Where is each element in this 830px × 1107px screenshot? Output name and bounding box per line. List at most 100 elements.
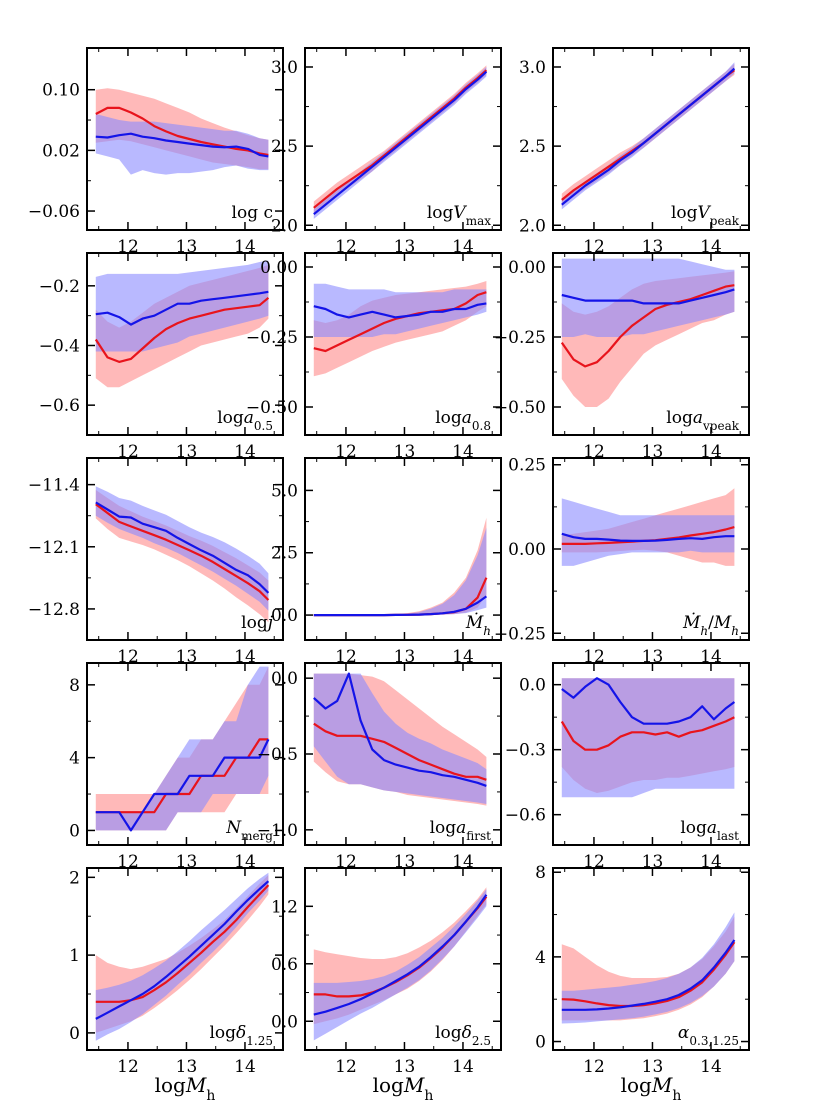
y-tick-label: −0.5 bbox=[257, 745, 298, 765]
y-tick-label: 3.0 bbox=[271, 58, 298, 78]
panel-label-part: 1.25 bbox=[246, 1034, 273, 1048]
y-tick-label: 0 bbox=[69, 1024, 80, 1044]
blue-line bbox=[313, 595, 488, 617]
panel-label: loga0.8 bbox=[435, 408, 491, 433]
panel-label-part: a bbox=[707, 818, 717, 838]
axes-frame bbox=[552, 47, 750, 231]
axes-frame bbox=[86, 47, 284, 231]
y-tick-label: 0.00 bbox=[508, 258, 546, 278]
panel-label-part: j bbox=[264, 613, 274, 633]
red-line bbox=[561, 941, 736, 1008]
panel-label: logalast bbox=[680, 818, 739, 843]
axes-frame bbox=[86, 662, 284, 846]
red-line bbox=[560, 284, 735, 368]
panel-label-part: last bbox=[717, 829, 739, 843]
panel-14: 12 13 14 0.0 0.6 1.2 logδ2.5 bbox=[271, 867, 502, 1077]
x-tick-label: 13 bbox=[394, 1057, 416, 1077]
y-tick-label: 2 bbox=[69, 868, 80, 888]
panel-label-part: log bbox=[435, 408, 462, 428]
plot-area bbox=[95, 88, 269, 175]
panel-label-part: h bbox=[700, 624, 708, 638]
y-tick-label: −0.25 bbox=[246, 328, 298, 348]
blue-band bbox=[95, 260, 269, 352]
y-tick-label: −0.06 bbox=[28, 202, 80, 222]
panel-label: logVmax bbox=[427, 203, 491, 228]
axes-frame bbox=[86, 252, 284, 436]
plot-area bbox=[560, 677, 736, 798]
panel-label: logavpeak bbox=[666, 408, 739, 433]
x-axis-label: logMh bbox=[155, 1073, 216, 1104]
red-line bbox=[95, 884, 270, 1003]
blue-line bbox=[95, 290, 269, 326]
panel-label-part: log bbox=[430, 818, 457, 838]
blue-line bbox=[313, 894, 488, 1016]
plot-area bbox=[313, 281, 487, 377]
axes-frame bbox=[304, 47, 502, 231]
blue-line bbox=[561, 288, 735, 305]
panel-label: log c bbox=[232, 203, 273, 223]
y-tick-label: 0.6 bbox=[271, 955, 298, 975]
x-axis-labels: logMh logMh logMh bbox=[155, 1073, 682, 1104]
red-line bbox=[313, 69, 488, 209]
blue-band bbox=[313, 283, 487, 337]
panel-label-part: / bbox=[708, 613, 714, 633]
axes-frame bbox=[552, 867, 750, 1051]
x-axis-label-sub: h bbox=[206, 1088, 215, 1104]
blue-band bbox=[561, 498, 735, 566]
axes-frame bbox=[304, 457, 502, 641]
axes-frame bbox=[86, 867, 284, 1051]
panel-label: logVpeak bbox=[671, 203, 740, 228]
panel-label-part: vpeak bbox=[702, 419, 740, 433]
blue-band bbox=[95, 486, 269, 611]
y-tick-label: 0.25 bbox=[508, 456, 546, 476]
x-axis-label: logMh bbox=[621, 1073, 682, 1104]
plot-area bbox=[561, 488, 735, 566]
panel-label-part: max bbox=[466, 214, 492, 228]
y-tick-label: 0.0 bbox=[519, 676, 546, 696]
panel-label-part: a bbox=[693, 408, 703, 428]
plot-area bbox=[561, 62, 736, 210]
x-axis-label-sub: h bbox=[672, 1088, 681, 1104]
blue-line bbox=[561, 939, 736, 1011]
panel-label: Ṁh bbox=[465, 612, 491, 638]
axes-frame bbox=[304, 867, 502, 1051]
y-tick-label: −0.25 bbox=[494, 328, 546, 348]
red-line bbox=[560, 716, 735, 751]
blue-line bbox=[313, 672, 487, 787]
panel-label-part: Ṁ bbox=[682, 612, 701, 633]
panel-label-part: α bbox=[678, 1023, 690, 1043]
y-tick-label: 0 bbox=[535, 1033, 546, 1053]
panel-label: Nmerg bbox=[225, 818, 273, 843]
y-tick-label: 2.5 bbox=[271, 544, 298, 564]
red-line bbox=[94, 296, 270, 363]
x-tick-label: 13 bbox=[176, 1057, 198, 1077]
plot-area bbox=[95, 666, 270, 832]
panel-label-part: V bbox=[453, 203, 467, 223]
y-tick-label: −12.1 bbox=[28, 538, 80, 558]
panel-label-part: N bbox=[225, 818, 242, 838]
y-tick-label: 0.0 bbox=[271, 1012, 298, 1032]
x-axis-label-main: log bbox=[373, 1073, 404, 1097]
plot-area bbox=[560, 258, 735, 407]
x-tick-label: 14 bbox=[700, 1057, 722, 1077]
axes-frame bbox=[552, 662, 750, 846]
y-tick-label: 0.0 bbox=[271, 669, 298, 689]
plot-area bbox=[95, 872, 270, 1041]
panel-8: 12 13 140.02.55.0Ṁh bbox=[271, 457, 502, 667]
y-tick-label: 3.0 bbox=[519, 58, 546, 78]
y-tick-label: −0.25 bbox=[494, 624, 546, 644]
blue-band bbox=[95, 114, 269, 175]
blue-line bbox=[95, 132, 269, 158]
y-tick-label: −0.4 bbox=[39, 336, 80, 356]
panel-label-part: a bbox=[244, 408, 254, 428]
plot-area bbox=[561, 912, 736, 1024]
panel-label-part: 0.5 bbox=[254, 419, 273, 433]
y-tick-label: −12.8 bbox=[28, 600, 80, 620]
y-tick-label: 5.0 bbox=[271, 481, 298, 501]
y-tick-label: −1.0 bbox=[257, 821, 298, 841]
